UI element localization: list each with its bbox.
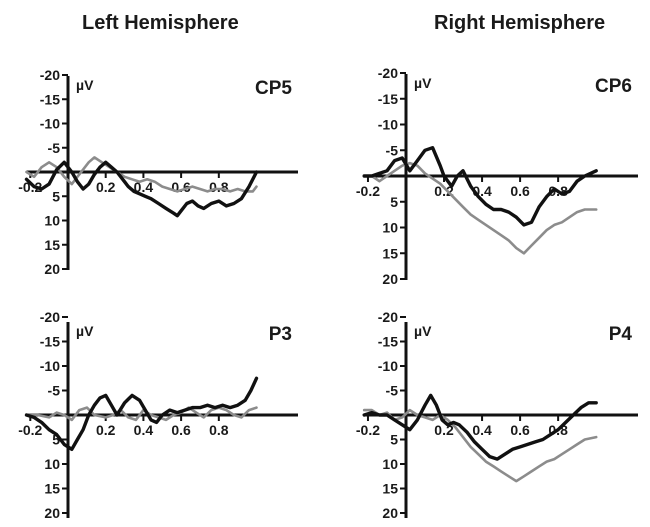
y-tick-label: 5 xyxy=(52,432,60,448)
electrode-label: P3 xyxy=(269,324,292,345)
y-tick-label: -20 xyxy=(378,309,398,325)
y-tick-label: -20 xyxy=(40,67,60,83)
y-tick-label: -5 xyxy=(386,142,399,158)
y-tick-label: 20 xyxy=(382,505,398,521)
x-tick-label: 0.6 xyxy=(510,183,530,199)
y-tick-label: -10 xyxy=(378,117,398,133)
y-tick-label: -15 xyxy=(40,334,60,350)
y-tick-label: -15 xyxy=(40,91,60,107)
black-waveform xyxy=(24,376,259,451)
y-tick-label: -5 xyxy=(48,140,61,156)
y-tick-label: -5 xyxy=(386,383,399,399)
unit-label: µV xyxy=(76,323,94,339)
x-tick-label: -0.2 xyxy=(18,179,42,195)
y-tick-label: -5 xyxy=(48,383,61,399)
x-tick-label: -0.2 xyxy=(18,422,42,438)
y-tick-label: 20 xyxy=(44,505,60,521)
y-tick-label: 15 xyxy=(382,245,398,261)
y-tick-label: -10 xyxy=(40,116,60,132)
y-tick-label: -15 xyxy=(378,91,398,107)
y-tick-label: -10 xyxy=(40,358,60,374)
x-tick-label: 0.4 xyxy=(134,179,154,195)
x-tick-label: 0.4 xyxy=(134,422,154,438)
x-tick-label: 0.2 xyxy=(96,422,116,438)
x-tick-label: 0.2 xyxy=(434,183,454,199)
y-tick-label: 15 xyxy=(44,237,60,253)
y-tick-label: 15 xyxy=(44,481,60,497)
y-tick-label: 5 xyxy=(390,432,398,448)
unit-label: µV xyxy=(414,323,432,339)
electrode-label: CP6 xyxy=(595,76,632,97)
y-tick-label: -20 xyxy=(40,309,60,325)
electrode-label: P4 xyxy=(609,324,633,345)
y-tick-label: -10 xyxy=(378,358,398,374)
x-tick-label: 0.6 xyxy=(510,422,530,438)
electrode-label: CP5 xyxy=(255,78,292,99)
x-tick-label: -0.2 xyxy=(356,183,380,199)
black-waveform xyxy=(24,160,259,218)
left-hemisphere-header: Left Hemisphere xyxy=(82,12,239,34)
right-hemisphere-header: Right Hemisphere xyxy=(434,12,606,34)
x-tick-label: 0.8 xyxy=(209,422,229,438)
x-tick-label: 0.6 xyxy=(171,422,191,438)
y-tick-label: 5 xyxy=(52,188,60,204)
x-tick-label: 0.2 xyxy=(96,179,116,195)
x-tick-label: -0.2 xyxy=(356,422,380,438)
y-tick-label: 10 xyxy=(44,456,60,472)
x-tick-label: 0.8 xyxy=(209,179,229,195)
y-tick-label: 5 xyxy=(390,194,398,210)
black-waveform xyxy=(362,393,598,461)
unit-label: µV xyxy=(76,77,94,93)
gray-waveform xyxy=(25,156,258,193)
y-tick-label: 20 xyxy=(44,261,60,277)
y-tick-label: 20 xyxy=(382,271,398,287)
y-tick-label: -20 xyxy=(378,65,398,81)
unit-label: µV xyxy=(414,75,432,91)
y-tick-label: -15 xyxy=(378,334,398,350)
gray-waveform xyxy=(362,161,598,255)
y-tick-label: 15 xyxy=(382,481,398,497)
panel-p3: -20 -15 -10 -5 5 10 15 20 -0.2 0.2 0.4 0.6 0.8 µV P3 xyxy=(18,309,298,521)
x-tick-label: 0.4 xyxy=(472,422,492,438)
black-waveform xyxy=(362,146,598,227)
y-tick-label: 10 xyxy=(44,213,60,229)
y-tick-label: 10 xyxy=(382,220,398,236)
gray-waveform xyxy=(362,408,598,483)
y-tick-label: 10 xyxy=(382,456,398,472)
